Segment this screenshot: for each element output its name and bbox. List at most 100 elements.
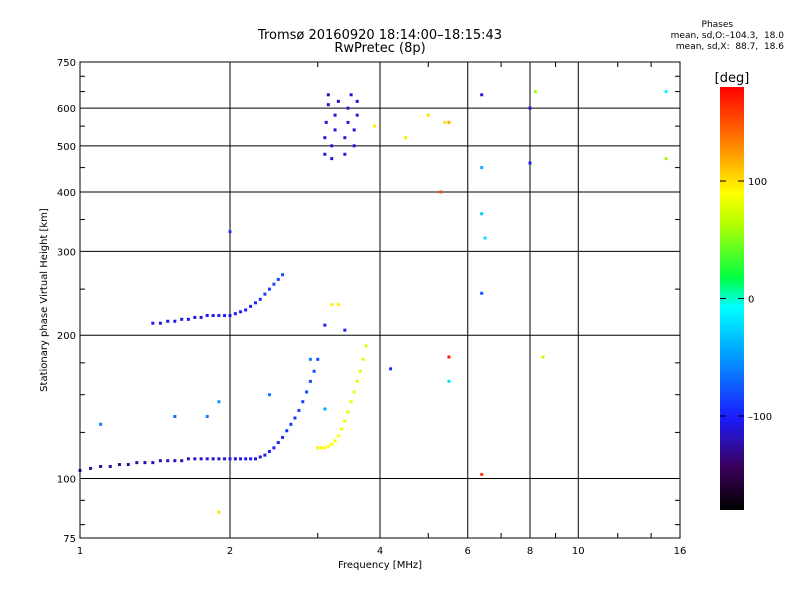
y-tick-label: 200 xyxy=(57,331,76,342)
data-point xyxy=(355,113,359,117)
data-point xyxy=(343,419,347,423)
data-point xyxy=(349,400,353,404)
data-point xyxy=(205,314,209,318)
data-point xyxy=(343,328,347,332)
data-point xyxy=(180,317,184,321)
data-point xyxy=(312,369,316,373)
colorbar-unit-label: [deg] xyxy=(715,71,750,86)
data-point xyxy=(267,287,271,291)
chart-title-line1: Tromsø 20160920 18:14:00–18:15:43 xyxy=(257,28,503,43)
data-point xyxy=(263,453,267,457)
x-tick-label: 1 xyxy=(77,546,83,557)
data-point xyxy=(346,410,350,414)
data-point xyxy=(349,93,353,97)
data-point xyxy=(326,444,330,448)
data-point xyxy=(319,446,323,450)
data-point xyxy=(285,429,289,433)
data-point xyxy=(117,463,121,467)
data-point xyxy=(239,457,243,461)
data-point xyxy=(355,99,359,103)
y-tick-label: 300 xyxy=(57,247,76,258)
chart-title-line2: RwPretec (8p) xyxy=(334,41,426,56)
data-point xyxy=(373,124,377,128)
data-point xyxy=(217,314,221,318)
data-point xyxy=(186,317,190,321)
y-tick-label: 750 xyxy=(57,58,76,69)
data-point xyxy=(272,282,276,286)
data-point xyxy=(316,357,320,361)
data-point xyxy=(343,136,347,140)
colorbar-tick-label: 0 xyxy=(748,295,754,306)
data-point xyxy=(346,106,350,110)
data-point xyxy=(143,461,147,465)
data-point xyxy=(443,120,447,124)
data-point xyxy=(426,113,430,117)
y-tick-label: 100 xyxy=(57,475,76,486)
data-point xyxy=(233,457,237,461)
data-point xyxy=(480,93,484,97)
data-point xyxy=(330,442,334,446)
data-point xyxy=(223,314,227,318)
data-point xyxy=(173,319,177,323)
data-point xyxy=(480,212,484,216)
data-point xyxy=(323,152,327,156)
data-point xyxy=(211,457,215,461)
data-point xyxy=(217,510,221,514)
data-point xyxy=(166,459,170,463)
data-point xyxy=(228,230,232,234)
data-point xyxy=(276,441,280,445)
y-tick-label: 400 xyxy=(57,188,76,199)
data-point xyxy=(483,236,487,240)
data-point xyxy=(267,449,271,453)
data-point xyxy=(480,291,484,295)
phase-stats: Phases mean, sd,O:–104.3, 18.0 mean, sd,… xyxy=(671,20,784,53)
data-point xyxy=(193,457,197,461)
data-points-layer xyxy=(78,90,668,514)
data-point xyxy=(205,414,209,418)
data-point xyxy=(352,390,356,394)
data-point xyxy=(333,128,337,132)
data-point xyxy=(664,90,668,94)
data-point xyxy=(355,379,359,383)
data-point xyxy=(151,461,155,465)
plot-frame xyxy=(79,61,681,539)
data-point xyxy=(447,379,451,383)
data-point xyxy=(308,357,312,361)
x-tick-label: 6 xyxy=(465,546,471,557)
data-point xyxy=(326,103,330,107)
grid-layer xyxy=(80,62,680,538)
colorbar-tick-label: –100 xyxy=(748,412,772,423)
data-point xyxy=(258,455,262,459)
phase-stats-heading: Phases xyxy=(701,20,734,30)
data-point xyxy=(358,369,362,373)
data-point xyxy=(263,292,267,296)
data-point xyxy=(333,113,337,117)
x-tick-label: 8 xyxy=(527,546,533,557)
data-point xyxy=(228,314,232,318)
data-point xyxy=(99,464,103,468)
data-point xyxy=(276,277,280,281)
x-tick-label: 2 xyxy=(227,546,233,557)
data-point xyxy=(330,303,334,307)
data-point xyxy=(253,301,257,305)
data-point xyxy=(528,161,532,165)
phase-stats-o-line: mean, sd,O:–104.3, 18.0 xyxy=(670,31,784,41)
data-point xyxy=(258,297,262,301)
data-point xyxy=(217,400,221,404)
x-axis-label: Frequency [MHz] xyxy=(338,560,422,571)
data-point xyxy=(389,367,393,371)
data-point xyxy=(244,457,248,461)
data-point xyxy=(364,344,368,348)
data-point xyxy=(323,446,327,450)
data-point xyxy=(126,463,130,467)
y-tick-label: 75 xyxy=(63,534,76,545)
colorbar-tick-label: 100 xyxy=(748,177,767,188)
data-point xyxy=(289,422,293,426)
data-point xyxy=(301,400,305,404)
x-tick-label: 16 xyxy=(674,546,687,557)
data-point xyxy=(361,357,365,361)
x-tick-label: 10 xyxy=(572,546,585,557)
data-point xyxy=(186,457,190,461)
data-point xyxy=(199,315,203,319)
